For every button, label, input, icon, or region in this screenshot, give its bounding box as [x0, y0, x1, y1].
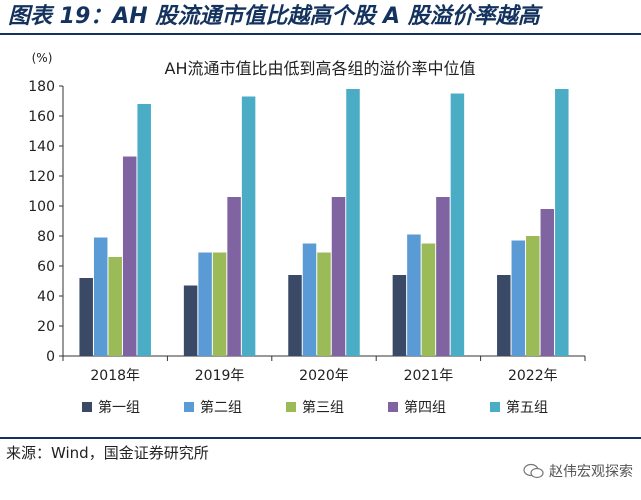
bar [288, 275, 302, 356]
bar [198, 252, 212, 356]
x-tick-label: 2019年 [195, 368, 245, 384]
bar [302, 243, 317, 356]
y-axis-unit-label: (%) [32, 51, 53, 65]
legend-swatch [286, 402, 296, 412]
bar [317, 252, 331, 356]
y-tick-label: 20 [37, 319, 55, 335]
bar [526, 236, 540, 356]
legend-label: 第五组 [506, 399, 548, 416]
x-tick-label: 2021年 [404, 368, 454, 384]
bar-series-4 [122, 156, 555, 356]
wechat-icon [523, 463, 544, 479]
y-tick-label: 140 [28, 139, 55, 155]
bar [436, 197, 450, 356]
bar [450, 93, 465, 356]
bottom-rule [0, 437, 641, 439]
watermark: 赵伟宏观探索 [523, 461, 633, 481]
y-tick-label: 120 [28, 169, 55, 185]
x-tick-label: 2020年 [299, 368, 349, 384]
bar [540, 209, 555, 356]
x-tick-label: 2022年 [508, 368, 558, 384]
bar [346, 89, 360, 356]
bar [555, 89, 569, 356]
y-tick-label: 0 [46, 349, 55, 365]
y-tick-label: 40 [37, 289, 55, 305]
bar-series-1 [79, 275, 511, 356]
bar [227, 197, 241, 356]
title-rule [0, 33, 641, 35]
bar-series-2 [93, 234, 526, 356]
bar [137, 104, 151, 356]
watermark-text: 赵伟宏观探索 [549, 464, 633, 480]
bar [241, 96, 256, 356]
figure-title: 图表 19：AH 股流通市值比越高个股 A 股溢价率越高 [8, 4, 540, 29]
bar [212, 252, 227, 356]
legend-swatch [490, 402, 500, 412]
y-tick-label: 160 [28, 109, 55, 125]
bar [122, 156, 137, 356]
bar [79, 278, 93, 356]
bar [407, 234, 421, 356]
bar [183, 285, 198, 356]
bar-series-5 [137, 89, 569, 356]
legend-label: 第四组 [404, 399, 446, 416]
bar [511, 240, 526, 356]
bar [108, 257, 122, 356]
x-tick-label: 2018年 [90, 368, 140, 384]
bar-series-3 [108, 236, 540, 356]
x-axis: 2018年 2019年 2020年 2021年 2022年 [62, 355, 586, 384]
bar [93, 237, 108, 356]
y-tick-label: 180 [28, 79, 55, 95]
y-axis: 0 20 40 60 80 100 120 140 160 180 [28, 79, 64, 365]
y-tick-label: 100 [28, 199, 55, 215]
bar [497, 275, 511, 356]
source-note: 来源：Wind，国金证券研究所 [6, 444, 209, 462]
bar [392, 275, 407, 356]
y-tick-label: 80 [37, 229, 55, 245]
legend-swatch [184, 402, 194, 412]
legend-label: 第一组 [98, 399, 140, 416]
legend-swatch [388, 402, 398, 412]
legend-swatch [82, 402, 92, 412]
bar [421, 243, 436, 356]
legend-label: 第三组 [302, 399, 344, 416]
bar-chart: AH流通市值比由低到高各组的溢价率中位值 (%) 0 20 40 60 80 100 120… [28, 51, 586, 416]
chart-title: AH流通市值比由低到高各组的溢价率中位值 [165, 59, 476, 78]
legend: 第一组 第二组 第三组 第四组 第五组 [82, 399, 548, 416]
y-tick-label: 60 [37, 259, 55, 275]
bar-series-group [79, 89, 569, 356]
bar [331, 197, 346, 356]
legend-label: 第二组 [200, 399, 242, 416]
